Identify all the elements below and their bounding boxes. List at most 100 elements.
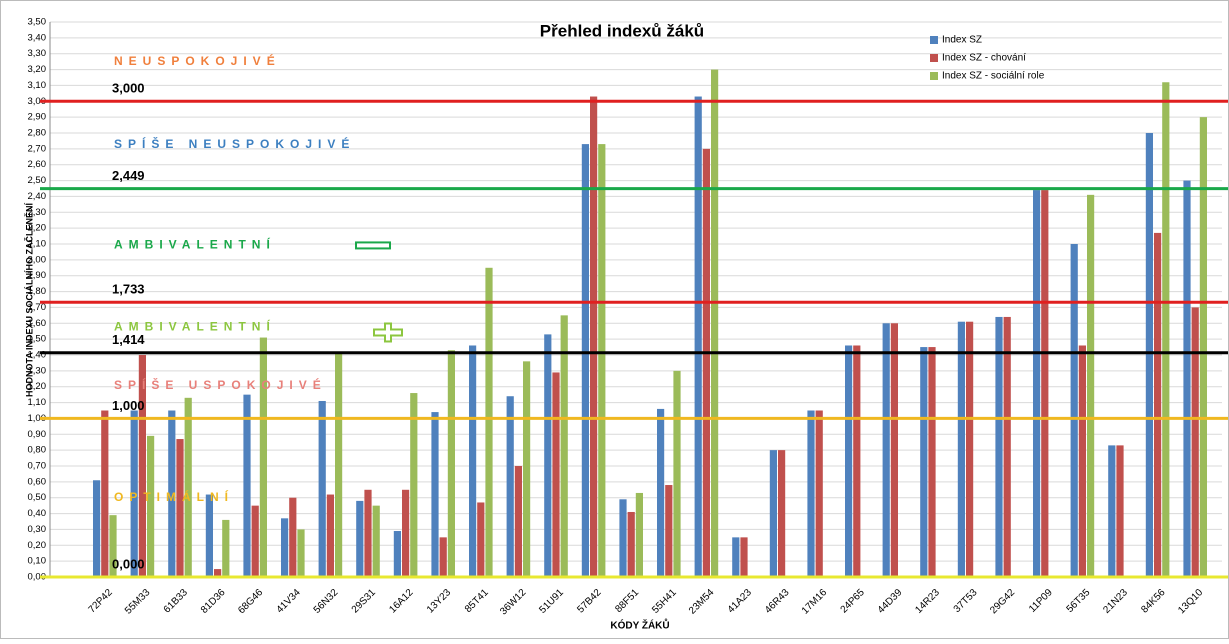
y-tick-label: 1,90 — [28, 270, 47, 281]
reference-line-label: 3,000 — [112, 81, 145, 96]
bar — [966, 321, 974, 577]
bar — [243, 394, 251, 577]
bar — [439, 537, 447, 577]
bar — [1183, 180, 1191, 578]
bar — [711, 69, 719, 578]
bar — [214, 569, 222, 577]
reference-line-label: 1,733 — [112, 282, 145, 297]
y-tick-label: 2,70 — [28, 143, 47, 154]
bar — [853, 345, 861, 577]
legend-swatch — [930, 54, 938, 62]
y-tick-label: 0,20 — [28, 540, 47, 551]
plus-icon — [376, 330, 400, 335]
legend-label: Index SZ - sociální role — [942, 71, 1045, 82]
bar — [1162, 82, 1170, 577]
bar — [635, 492, 643, 577]
zone-label: AMBIVALENTNÍ — [114, 319, 276, 334]
bar — [778, 450, 786, 577]
y-tick-label: 1,30 — [28, 365, 47, 376]
y-tick-label: 2,50 — [28, 175, 47, 186]
bar — [552, 372, 560, 577]
bar — [740, 537, 748, 577]
y-tick-label: 0,80 — [28, 445, 47, 456]
y-tick-label: 2,10 — [28, 239, 47, 250]
bar — [514, 466, 522, 577]
bar — [928, 347, 936, 577]
bar — [402, 489, 410, 577]
bar — [1116, 445, 1124, 577]
bar — [627, 511, 635, 577]
bar — [364, 489, 372, 577]
bar — [205, 494, 213, 577]
zone-label: SPÍŠE USPOKOJIVÉ — [114, 377, 327, 392]
bar — [147, 435, 155, 577]
bar — [259, 337, 267, 577]
legend-swatch — [930, 36, 938, 44]
bar — [1003, 316, 1011, 577]
bar — [890, 323, 898, 577]
bar — [1199, 117, 1207, 578]
y-tick-label: 2,40 — [28, 191, 47, 202]
bar — [222, 519, 230, 577]
bar — [447, 350, 455, 577]
bar — [598, 144, 606, 577]
y-tick-label: 0,60 — [28, 476, 47, 487]
bar — [732, 537, 740, 577]
y-tick-label: 1,80 — [28, 286, 47, 297]
reference-line-label: 1,000 — [112, 398, 145, 413]
y-tick-label: 0,40 — [28, 508, 47, 519]
bar — [995, 316, 1003, 577]
minus-icon — [355, 241, 391, 250]
y-tick-label: 0,90 — [28, 429, 47, 440]
bar — [168, 410, 176, 577]
bar — [581, 144, 589, 577]
bar — [1033, 190, 1041, 578]
y-tick-label: 2,60 — [28, 159, 47, 170]
bar — [694, 96, 702, 578]
zone-label: NEUSPOKOJIVÉ — [114, 53, 281, 68]
bar — [109, 515, 117, 577]
y-tick-label: 0,70 — [28, 461, 47, 472]
zone-label: AMBIVALENTNÍ — [114, 237, 276, 252]
bar — [523, 361, 531, 577]
bar — [807, 410, 815, 577]
bar — [619, 499, 627, 577]
bar — [393, 531, 401, 577]
y-tick-label: 3,40 — [28, 32, 47, 43]
y-tick-label: 0,50 — [28, 492, 47, 503]
zone-label: OPTIMÁLNÍ — [114, 489, 234, 504]
bar — [335, 351, 343, 577]
chart-title: Přehled indexů žáků — [540, 21, 704, 40]
y-tick-label: 3,20 — [28, 64, 47, 75]
bar — [1078, 345, 1086, 577]
bar — [356, 500, 364, 577]
y-tick-label: 2,30 — [28, 207, 47, 218]
bar — [673, 370, 681, 577]
bar — [1154, 232, 1162, 577]
bar — [657, 408, 665, 577]
zone-label: SPÍŠE NEUSPOKOJIVÉ — [114, 136, 355, 151]
legend-label: Index SZ — [942, 35, 982, 46]
x-axis-label: KÓDY ŽÁKŮ — [610, 618, 669, 632]
bar — [702, 148, 710, 577]
bar — [560, 315, 568, 577]
y-tick-label: 1,00 — [28, 413, 47, 424]
bar — [138, 355, 146, 577]
bar — [410, 393, 418, 577]
y-tick-label: 0,30 — [28, 524, 47, 535]
bar — [957, 321, 965, 577]
y-tick-label: 3,50 — [28, 17, 47, 28]
legend-label: Index SZ - chování — [942, 53, 1026, 64]
y-tick-label: 1,20 — [28, 381, 47, 392]
bar — [176, 439, 184, 577]
y-tick-label: 1,60 — [28, 318, 47, 329]
bar — [769, 450, 777, 577]
bar — [477, 502, 485, 577]
y-tick-label: 2,20 — [28, 223, 47, 234]
bar — [251, 505, 259, 577]
bar — [1191, 307, 1199, 577]
bar — [372, 505, 380, 577]
bar — [920, 347, 928, 577]
